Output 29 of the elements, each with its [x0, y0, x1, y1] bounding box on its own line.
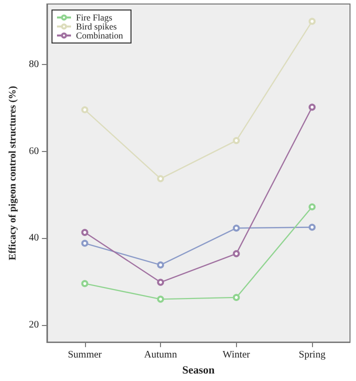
- point: [157, 278, 164, 286]
- point: [308, 104, 316, 111]
- point: [81, 280, 88, 288]
- point: [232, 294, 240, 301]
- point: [81, 240, 88, 247]
- point: [81, 228, 88, 236]
- y-tick-label: 20: [28, 319, 39, 330]
- y-tick-label: 40: [28, 232, 39, 244]
- y-tick-label: 60: [28, 146, 39, 157]
- point: [157, 175, 164, 182]
- legend-label: Bird spikes: [76, 22, 118, 32]
- point: [81, 106, 88, 114]
- x-tick-label: Autumn: [144, 350, 177, 361]
- x-tick-label: Summer: [68, 350, 102, 361]
- point: [232, 250, 240, 258]
- point: [232, 224, 240, 232]
- point: [157, 261, 164, 268]
- point: [308, 203, 316, 210]
- point: [157, 296, 164, 303]
- point: [308, 224, 316, 231]
- legend-label: Fire Flags: [76, 12, 113, 22]
- y-tick-label: 80: [28, 59, 39, 70]
- point: [232, 137, 240, 144]
- x-tick-label: Spring: [298, 350, 326, 361]
- y-axis-title: Efficacy of pigeon control structures (%): [8, 86, 18, 260]
- x-tick-label: Winter: [222, 350, 251, 361]
- legend-label: Combination: [76, 30, 124, 40]
- x-axis-title: Season: [182, 364, 215, 376]
- point: [308, 18, 316, 25]
